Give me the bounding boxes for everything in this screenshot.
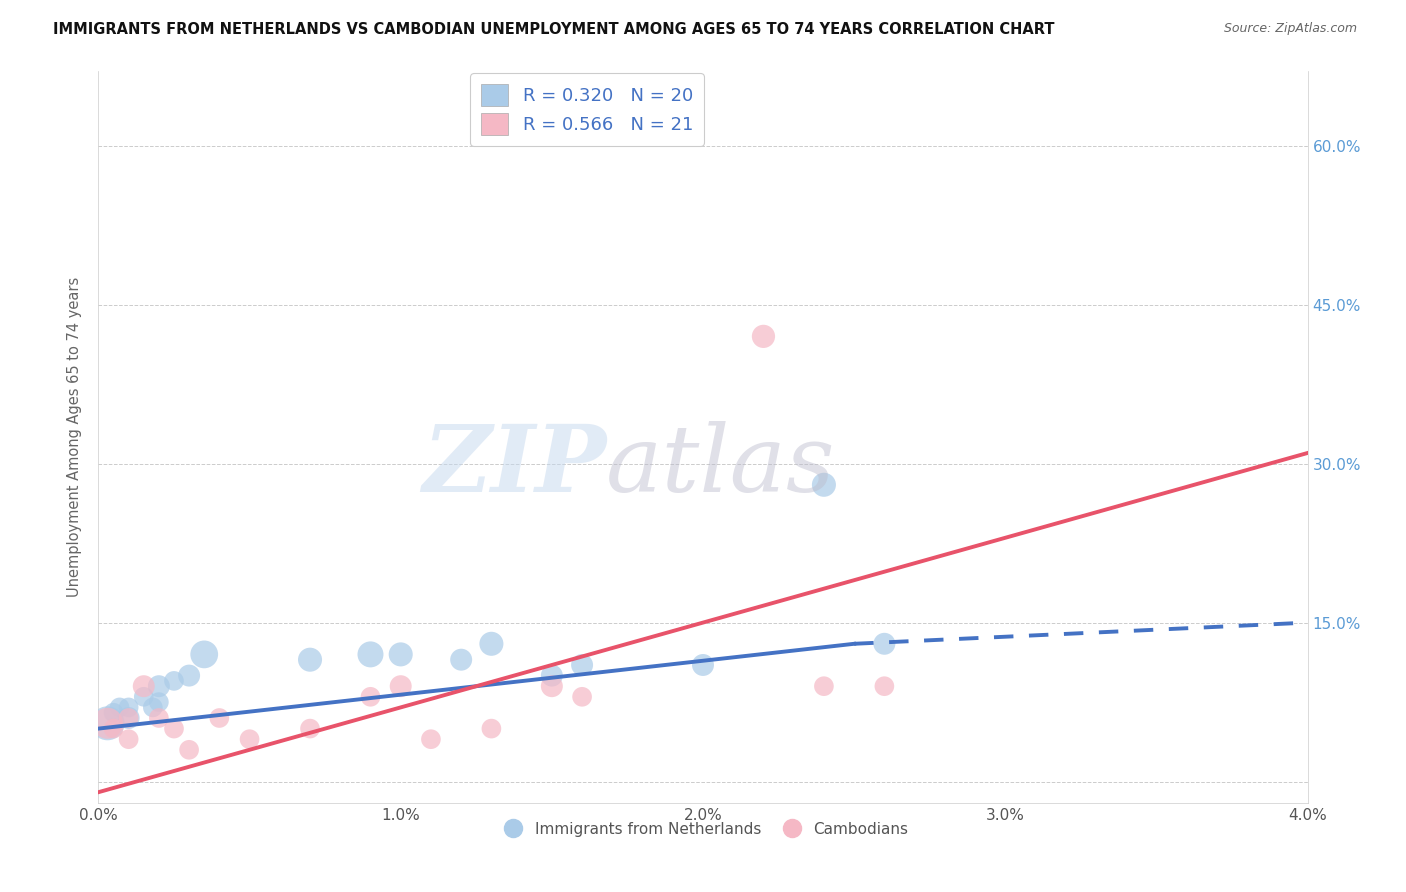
Point (179, 668, 201, 682)
Point (163, 673, 186, 688)
Point (148, 679, 170, 693)
Point (450, 653, 472, 667)
Text: Source: ZipAtlas.com: Source: ZipAtlas.com (1223, 22, 1357, 36)
Point (118, 700, 141, 714)
Point (873, 637, 896, 651)
Point (299, 653, 322, 667)
Point (163, 722, 186, 736)
Point (873, 679, 896, 693)
Point (148, 711, 170, 725)
Point (118, 711, 141, 725)
Point (571, 690, 593, 704)
Point (540, 679, 562, 693)
Text: atlas: atlas (606, 421, 835, 511)
Point (752, 329, 775, 343)
Point (108, 700, 131, 714)
Point (420, 732, 443, 747)
Point (96, 716, 118, 731)
Point (96, 716, 118, 731)
Text: IMMIGRANTS FROM NETHERLANDS VS CAMBODIAN UNEMPLOYMENT AMONG AGES 65 TO 74 YEARS : IMMIGRANTS FROM NETHERLANDS VS CAMBODIAN… (53, 22, 1054, 37)
Legend: Immigrants from Netherlands, Cambodians: Immigrants from Netherlands, Cambodians (492, 815, 914, 843)
Point (193, 648, 215, 662)
Y-axis label: Unemployment Among Ages 65 to 74 years: Unemployment Among Ages 65 to 74 years (67, 277, 83, 598)
Point (813, 477, 835, 491)
Point (132, 690, 155, 704)
Point (360, 690, 382, 704)
Point (360, 648, 382, 662)
Point (631, 117, 654, 131)
Point (389, 679, 412, 693)
Point (299, 722, 322, 736)
Point (142, 700, 165, 714)
Point (118, 711, 141, 725)
Point (481, 722, 503, 736)
Point (571, 658, 593, 673)
Point (540, 668, 562, 682)
Point (179, 743, 201, 757)
Point (389, 648, 412, 662)
Point (103, 706, 125, 720)
Point (132, 679, 155, 693)
Point (103, 722, 125, 736)
Text: ZIP: ZIP (422, 421, 606, 511)
Point (481, 637, 503, 651)
Point (118, 732, 141, 747)
Point (208, 711, 231, 725)
Point (148, 695, 170, 709)
Point (813, 679, 835, 693)
Point (239, 732, 262, 747)
Point (692, 658, 714, 673)
